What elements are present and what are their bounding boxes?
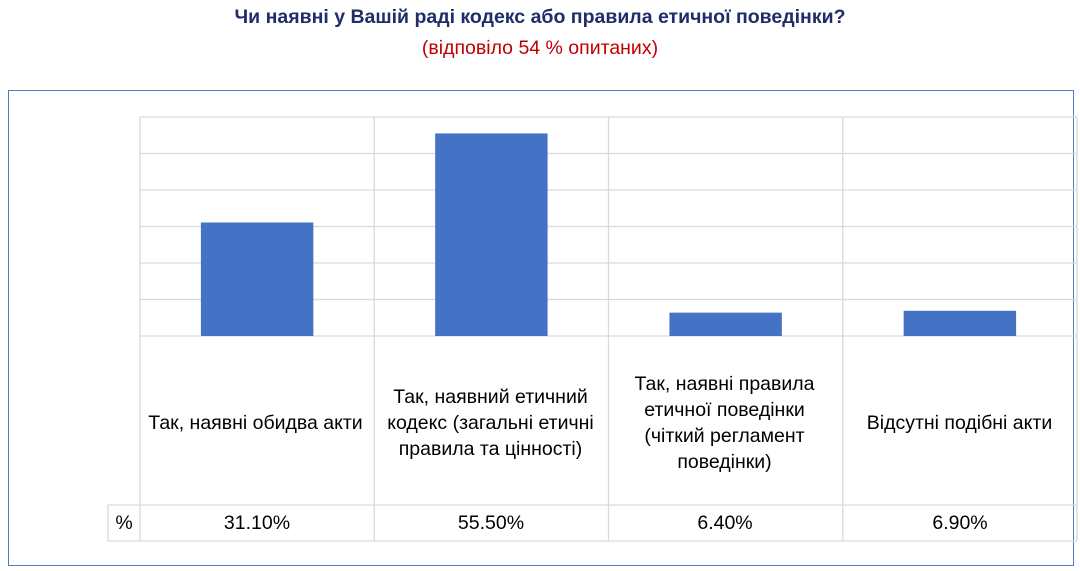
category-label: Так, наявний етичний кодекс (загальні ет… <box>387 385 594 460</box>
chart-title: Чи наявні у Вашій раді кодекс або правил… <box>234 6 846 28</box>
chart-frame <box>8 90 1074 566</box>
category-label: Так, наявні правила етичної поведінки (ч… <box>634 372 815 473</box>
bar <box>903 310 1017 336</box>
category-label: Так, наявні обидва акти <box>148 411 363 434</box>
data-table-value: 6.90% <box>932 511 988 534</box>
bars <box>200 133 1017 336</box>
chart-subtitle: (відповіло 54 % опитаних) <box>421 37 659 59</box>
table-unit-label: % <box>115 511 133 534</box>
category-label: Відсутні подібні акти <box>866 411 1053 434</box>
data-table-value: 55.50% <box>457 511 525 534</box>
data-table-value: 31.10% <box>223 511 291 534</box>
bar <box>200 222 314 336</box>
bar <box>669 312 782 336</box>
bar <box>435 133 548 336</box>
data-table-value: 6.40% <box>697 511 753 534</box>
